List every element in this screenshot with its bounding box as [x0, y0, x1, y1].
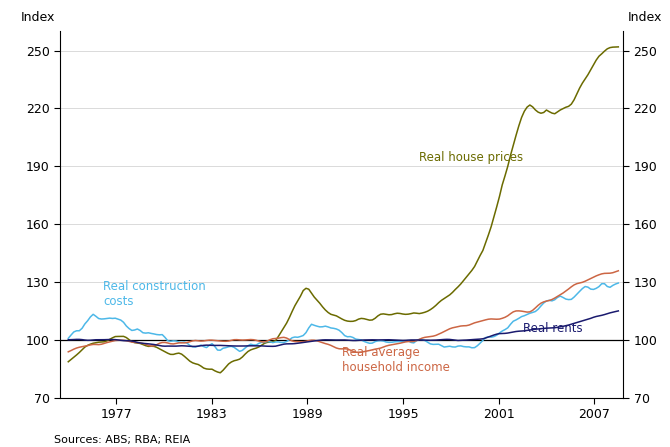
Text: Index: Index	[628, 11, 663, 24]
Text: Real rents: Real rents	[523, 322, 582, 335]
Text: Real house prices: Real house prices	[419, 151, 523, 164]
Text: Real average
household income: Real average household income	[342, 346, 450, 374]
Text: Index: Index	[21, 11, 56, 24]
Text: Sources: ABS; RBA; REIA: Sources: ABS; RBA; REIA	[54, 435, 190, 445]
Text: Real construction
costs: Real construction costs	[103, 280, 206, 308]
